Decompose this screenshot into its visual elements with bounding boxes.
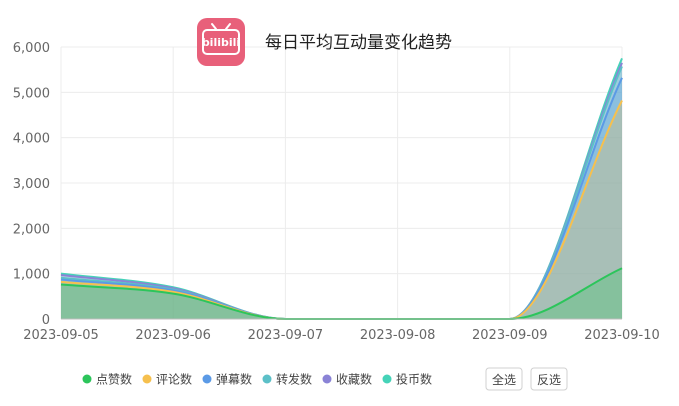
legend-marker [142,374,152,384]
legend-item-弹幕数[interactable]: 弹幕数 [202,372,253,387]
y-tick-label: 6,000 [13,41,50,56]
select-all-button[interactable]: 全选 [485,367,523,391]
y-tick-label: 4,000 [13,132,50,147]
line-收藏数 [60,62,623,320]
y-axis: 0 1,000 2,000 3,000 4,000 5,000 6,000 [13,41,50,328]
legend-marker [382,374,392,384]
tv-screen-icon [202,29,240,55]
y-tick-label: 0 [42,313,50,328]
area-点赞数 [61,268,622,319]
area-弹幕数 [61,77,622,320]
x-tick-label: 2023-09-08 [360,328,436,343]
y-tick-label: 1,000 [13,268,50,283]
legend-label: 收藏数 [336,372,372,387]
line-转发数 [60,66,623,320]
legend-label: 投币数 [396,372,432,387]
x-tick-label: 2023-09-06 [135,328,211,343]
x-tick-label: 2023-09-09 [472,328,548,343]
area-收藏数 [61,62,622,319]
area-转发数 [61,66,622,319]
legend-item-点赞数[interactable]: 点赞数 [82,372,133,387]
y-tick-label: 5,000 [13,86,50,101]
y-tick-label: 3,000 [13,177,50,192]
legend: 点赞数 评论数 弹幕数 转发数 收藏数 投币数 [82,372,433,387]
legend-label: 转发数 [276,372,312,387]
tv-antenna-left-icon [211,23,217,30]
y-tick-label: 2,000 [13,222,50,237]
legend-marker [262,374,272,384]
grid [60,46,623,319]
x-axis: 2023-09-05 2023-09-06 2023-09-07 2023-09-08… [23,318,660,343]
legend-label: 评论数 [156,372,192,387]
legend-label: 点赞数 [96,372,132,387]
legend-item-评论数[interactable]: 评论数 [142,372,193,387]
tv-antenna-right-icon [225,23,231,30]
select-all-label: 全选 [492,372,516,387]
invert-selection-label: 反选 [537,373,561,387]
area-layers [61,58,622,320]
area-评论数 [61,100,622,319]
legend-item-转发数[interactable]: 转发数 [262,372,313,387]
invert-selection-button[interactable]: 反选 [530,367,568,391]
legend-item-收藏数[interactable]: 收藏数 [322,372,373,387]
x-tick-label: 2023-09-10 [584,328,660,343]
area-投币数 [61,58,622,319]
logo-text: bilibili [202,36,240,49]
legend-item-投币数[interactable]: 投币数 [382,372,433,387]
legend-marker [202,374,212,384]
line-layers [60,57,623,320]
legend-marker [322,374,332,384]
bilibili-logo: bilibili [197,18,245,66]
line-投币数 [60,57,623,320]
x-tick-label: 2023-09-05 [23,328,99,343]
x-tick-label: 2023-09-07 [248,328,324,343]
legend-label: 弹幕数 [216,372,252,387]
legend-marker [82,374,92,384]
chart-title: 每日平均互动量变化趋势 [265,33,452,53]
